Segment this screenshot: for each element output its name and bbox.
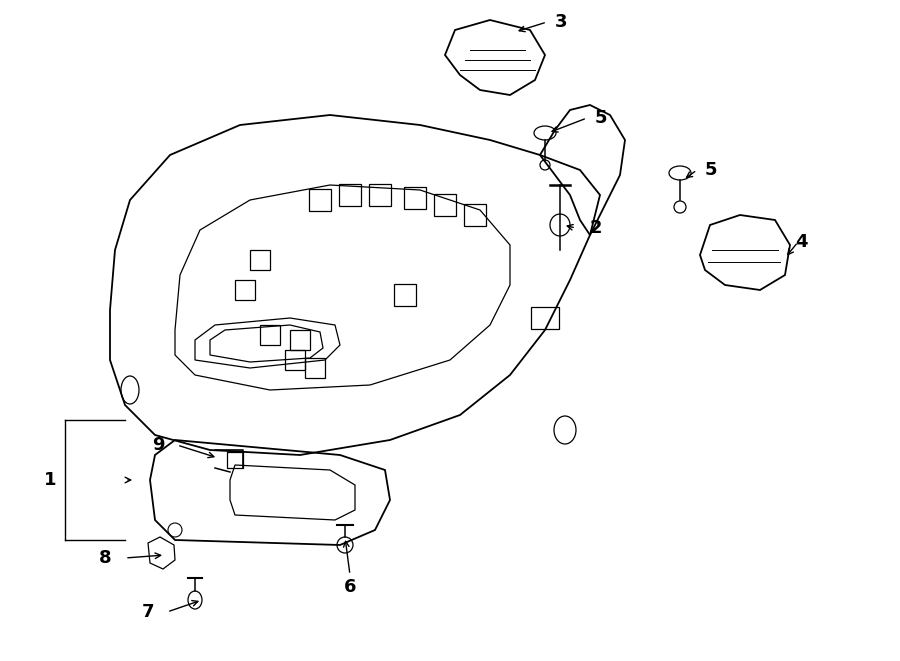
Bar (339, 184, 361, 206)
Text: 2: 2 (590, 219, 602, 237)
Text: 9: 9 (152, 436, 165, 454)
Bar (305, 358, 325, 378)
Bar (250, 250, 270, 270)
Text: 5: 5 (705, 161, 717, 179)
Bar (290, 330, 310, 350)
Text: 8: 8 (99, 549, 112, 567)
Bar (404, 187, 426, 209)
Bar (309, 189, 331, 211)
Text: 1: 1 (44, 471, 56, 489)
Bar (434, 194, 456, 216)
Text: 6: 6 (344, 578, 356, 596)
Bar (227, 452, 243, 468)
Text: 7: 7 (141, 603, 154, 621)
Bar (464, 204, 486, 226)
Bar (394, 284, 416, 306)
Bar (531, 307, 559, 329)
Bar (260, 325, 280, 345)
Bar (235, 280, 255, 300)
Bar (369, 184, 391, 206)
Text: 5: 5 (595, 109, 608, 127)
Text: 4: 4 (795, 233, 807, 251)
Bar (285, 350, 305, 370)
Text: 3: 3 (555, 13, 568, 31)
